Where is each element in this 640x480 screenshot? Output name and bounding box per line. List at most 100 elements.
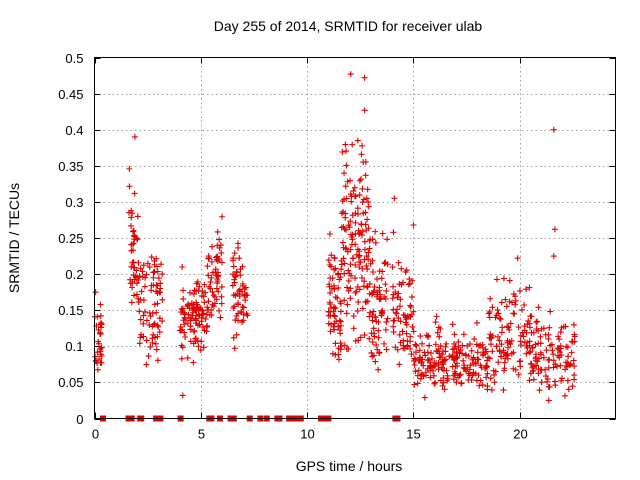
data-point xyxy=(521,339,528,346)
data-point xyxy=(236,291,243,298)
data-point xyxy=(335,356,342,363)
data-point xyxy=(330,326,337,333)
data-point xyxy=(361,238,368,245)
data-point xyxy=(137,265,144,272)
data-point xyxy=(556,349,563,356)
data-point xyxy=(416,354,423,361)
data-point xyxy=(451,331,458,338)
data-point xyxy=(468,347,475,354)
data-point xyxy=(397,339,404,346)
data-point xyxy=(528,329,535,336)
data-point xyxy=(355,337,362,344)
y-tick-label: 0.45 xyxy=(58,87,83,102)
data-point xyxy=(331,282,338,289)
data-point xyxy=(242,291,249,298)
data-point xyxy=(354,211,361,218)
data-point xyxy=(347,218,354,225)
data-point xyxy=(389,295,396,302)
data-point xyxy=(558,352,565,359)
data-point xyxy=(376,287,383,294)
data-point xyxy=(97,346,104,353)
data-point xyxy=(545,335,552,342)
x-tick-label: 20 xyxy=(513,427,527,442)
data-point xyxy=(337,274,344,281)
data-point xyxy=(199,311,206,318)
data-point xyxy=(137,316,144,323)
data-point xyxy=(479,352,486,359)
data-point xyxy=(431,380,438,387)
data-point xyxy=(485,310,492,317)
data-point xyxy=(557,342,564,349)
data-point xyxy=(139,268,146,275)
data-point xyxy=(411,355,418,362)
data-point xyxy=(411,381,418,388)
data-point xyxy=(352,210,359,217)
data-point xyxy=(449,346,456,353)
data-point xyxy=(396,331,403,338)
data-point xyxy=(129,279,136,286)
data-point xyxy=(367,260,374,267)
data-point xyxy=(545,397,552,404)
data-point xyxy=(332,340,339,347)
data-point xyxy=(361,278,368,285)
data-point xyxy=(328,263,335,270)
data-point xyxy=(153,255,160,262)
data-point xyxy=(337,340,344,347)
data-point xyxy=(407,345,414,352)
data-point xyxy=(512,366,519,373)
data-point xyxy=(155,275,162,282)
data-point xyxy=(94,349,101,356)
data-point xyxy=(156,329,163,336)
data-point xyxy=(397,318,404,325)
data-point xyxy=(571,376,578,383)
data-point xyxy=(352,289,359,296)
data-point xyxy=(464,364,471,371)
data-point xyxy=(332,305,339,312)
data-point xyxy=(340,223,347,230)
data-point xyxy=(351,184,358,191)
data-point xyxy=(327,301,334,308)
data-point xyxy=(375,334,382,341)
data-point xyxy=(451,372,458,379)
data-point xyxy=(240,317,247,324)
data-point xyxy=(346,270,353,277)
data-point xyxy=(495,359,502,366)
data-point xyxy=(523,343,530,350)
data-point xyxy=(97,330,104,337)
data-point xyxy=(364,186,371,193)
data-point xyxy=(241,285,248,292)
data-point xyxy=(195,343,202,350)
data-point xyxy=(421,394,428,401)
data-point xyxy=(520,333,527,340)
x-tick-label: 10 xyxy=(300,427,314,442)
data-point xyxy=(486,314,493,321)
data-point xyxy=(458,380,465,387)
data-point xyxy=(504,323,511,330)
data-point xyxy=(547,342,554,349)
data-point xyxy=(204,304,211,311)
data-point xyxy=(383,318,390,325)
data-point xyxy=(363,195,370,202)
data-point xyxy=(515,324,522,331)
data-point xyxy=(359,265,366,272)
data-point xyxy=(407,313,414,320)
data-point xyxy=(433,313,440,320)
data-point xyxy=(443,340,450,347)
data-point xyxy=(540,354,547,361)
data-point xyxy=(432,319,439,326)
data-point xyxy=(403,316,410,323)
data-point xyxy=(565,386,572,393)
data-point xyxy=(486,308,493,315)
data-point xyxy=(534,318,541,325)
data-point xyxy=(412,356,419,363)
data-point xyxy=(456,350,463,357)
data-point xyxy=(233,312,240,319)
data-point xyxy=(92,358,99,365)
data-point xyxy=(527,348,534,355)
data-point xyxy=(218,259,225,266)
data-point xyxy=(439,382,446,389)
data-point xyxy=(128,263,135,270)
data-point xyxy=(428,350,435,357)
data-point xyxy=(205,298,212,305)
data-point xyxy=(523,286,530,293)
